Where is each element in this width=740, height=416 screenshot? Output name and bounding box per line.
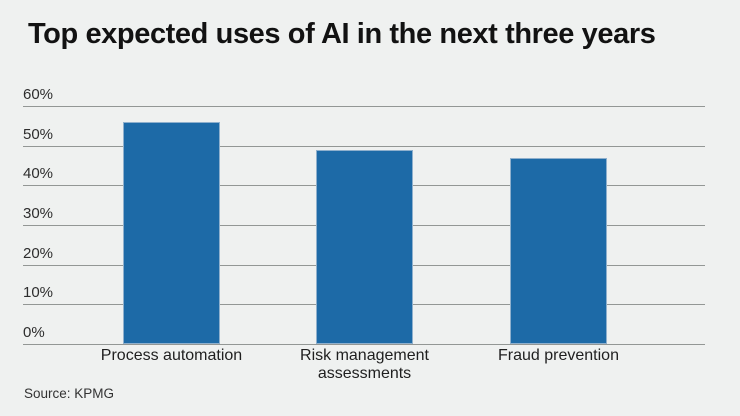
y-axis-tick-label: 40%: [23, 165, 54, 182]
category-label: Fraud prevention: [498, 347, 619, 364]
bar: [123, 122, 220, 344]
bar: [510, 158, 607, 344]
y-axis-tick-label: 10%: [23, 284, 54, 301]
y-axis-tick-label: 50%: [23, 126, 54, 143]
y-axis-tick-label: 20%: [23, 245, 54, 262]
bar: [316, 150, 413, 344]
y-axis-tick-label: 30%: [23, 205, 54, 222]
gridline: [23, 146, 705, 147]
source-note: Source: KPMG: [24, 386, 115, 401]
gridline: [23, 344, 705, 345]
chart-title: Top expected uses of AI in the next thre…: [28, 18, 656, 50]
plot-area: 0% 10% 20% 30% 40% 50% 60% Process automation Ri…: [23, 86, 705, 388]
y-axis-tick-label: 0%: [23, 324, 45, 341]
gridline: [23, 106, 705, 107]
category-label: Process automation: [100, 347, 243, 364]
category-label: Risk management assessments: [300, 347, 429, 382]
y-axis-tick-label: 60%: [23, 86, 54, 103]
